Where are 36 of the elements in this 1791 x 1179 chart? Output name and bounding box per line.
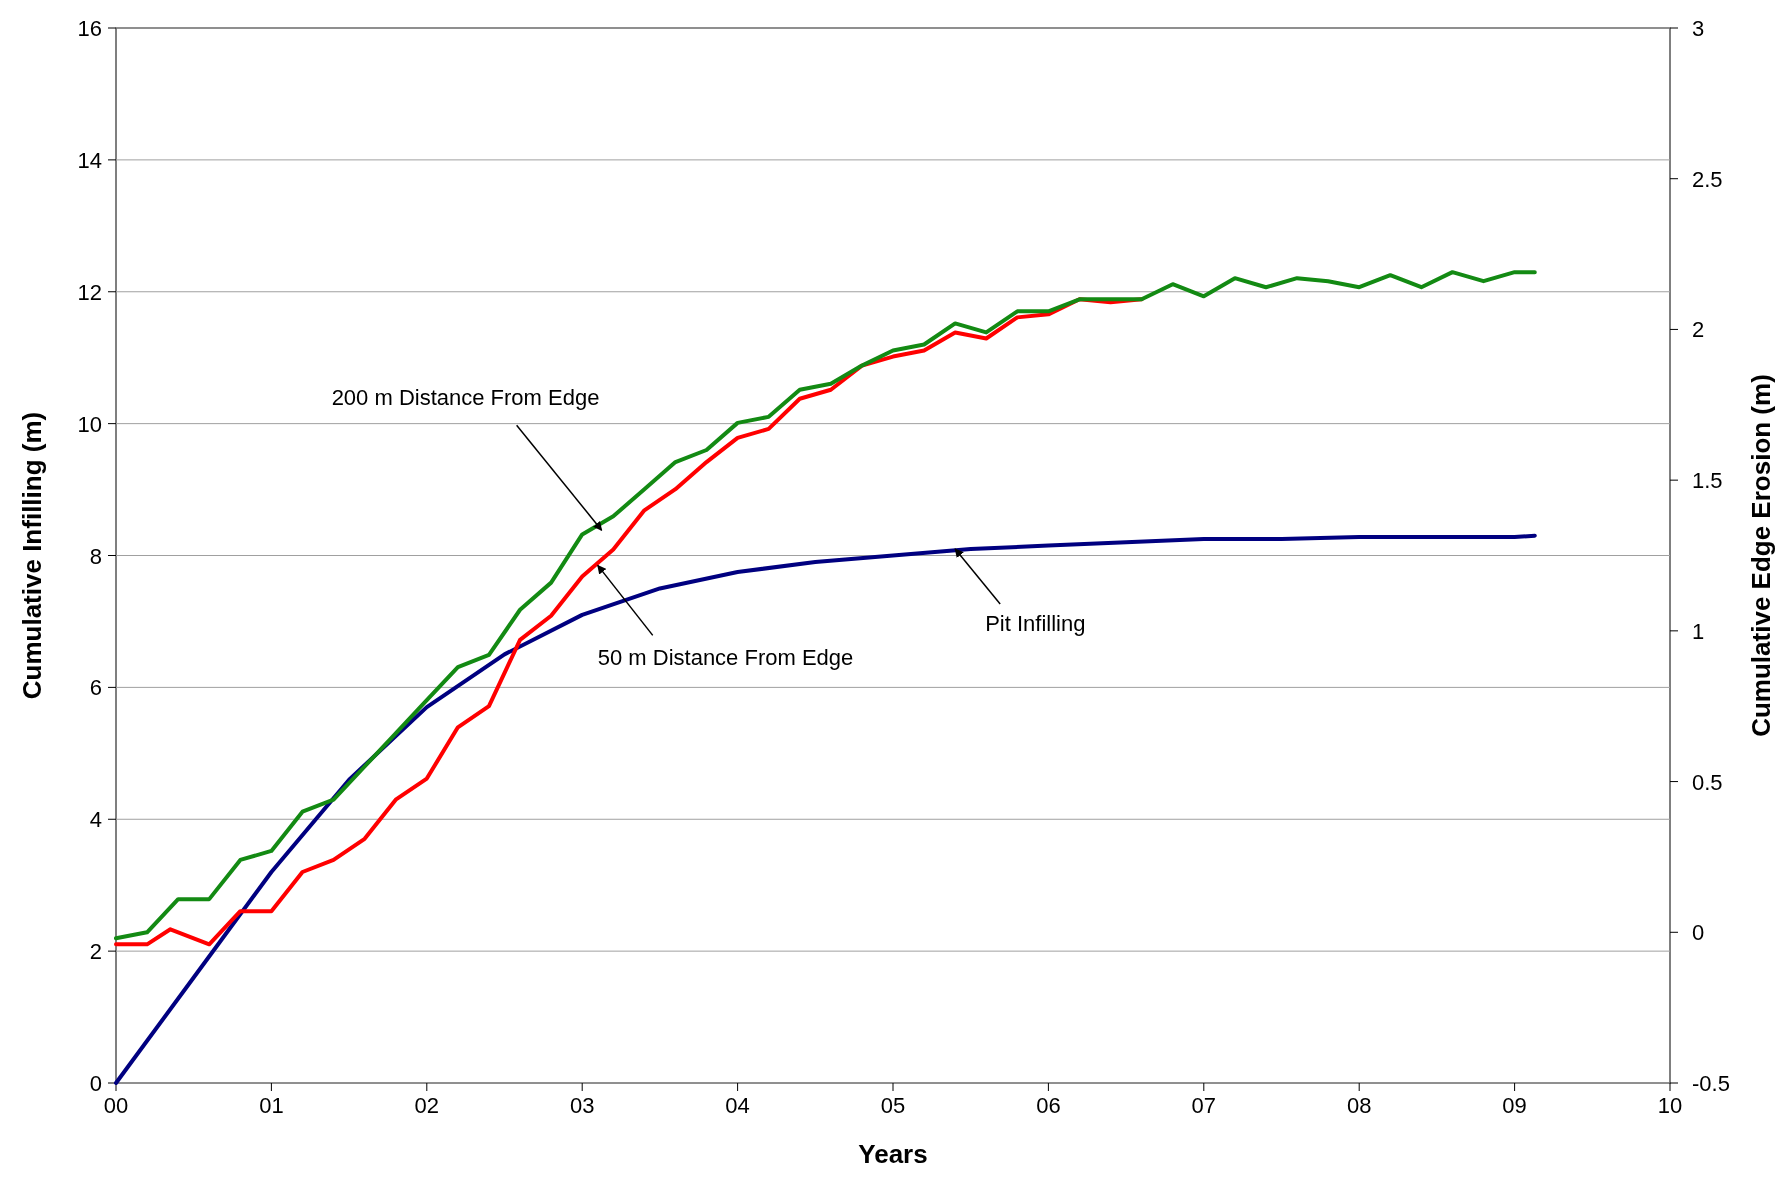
x-tick-label: 07: [1191, 1093, 1217, 1118]
x-tick-label: 04: [725, 1093, 750, 1118]
y-tick-label: 4: [89, 807, 102, 833]
line-series: [114, 270, 1537, 941]
x-tick-label: 10: [1657, 1093, 1683, 1118]
x-tick-label: 01: [259, 1093, 284, 1118]
y2-tick-label: 2: [1692, 317, 1705, 343]
y-axis-title: Cumulative Infilling (m): [17, 411, 47, 700]
y-tick-label: 8: [89, 543, 102, 569]
y2-tick-label: 2.5: [1692, 166, 1723, 192]
y-tick-label: 14: [77, 147, 102, 173]
y-tick-label: 12: [77, 279, 102, 305]
y-tick-label: 16: [77, 16, 102, 41]
y2-tick-label: 0.5: [1692, 769, 1723, 795]
y-tick-label: 10: [77, 411, 102, 437]
x-tick-label: 02: [414, 1093, 440, 1118]
x-tick-label: 05: [880, 1093, 906, 1118]
x-tick-label: 03: [569, 1093, 595, 1118]
y-tick-label: 2: [89, 939, 102, 965]
y2-tick-label: -0.5: [1692, 1071, 1730, 1096]
y2-tick-label: 1: [1692, 618, 1705, 644]
y-tick-label: 6: [89, 675, 102, 701]
y2-tick-label: 1.5: [1692, 468, 1723, 494]
annotation: 50 m Distance From Edge: [597, 645, 854, 671]
y2-axis-title: Cumulative Edge Erosion (m): [1746, 374, 1776, 737]
x-tick-label: 09: [1502, 1093, 1527, 1118]
annotation: 200 m Distance From Edge: [331, 385, 600, 411]
y2-tick-label: 0: [1692, 920, 1705, 946]
annotation: Pit Infilling: [985, 610, 1086, 636]
line-series: [114, 533, 1537, 1085]
x-axis-title: Years: [858, 1139, 928, 1169]
x-tick-label: 06: [1036, 1093, 1061, 1118]
y-tick-label: 0: [89, 1071, 102, 1096]
y2-tick-label: 3: [1692, 16, 1705, 41]
x-tick-label: 08: [1346, 1093, 1372, 1118]
x-tick-label: 00: [103, 1093, 129, 1118]
